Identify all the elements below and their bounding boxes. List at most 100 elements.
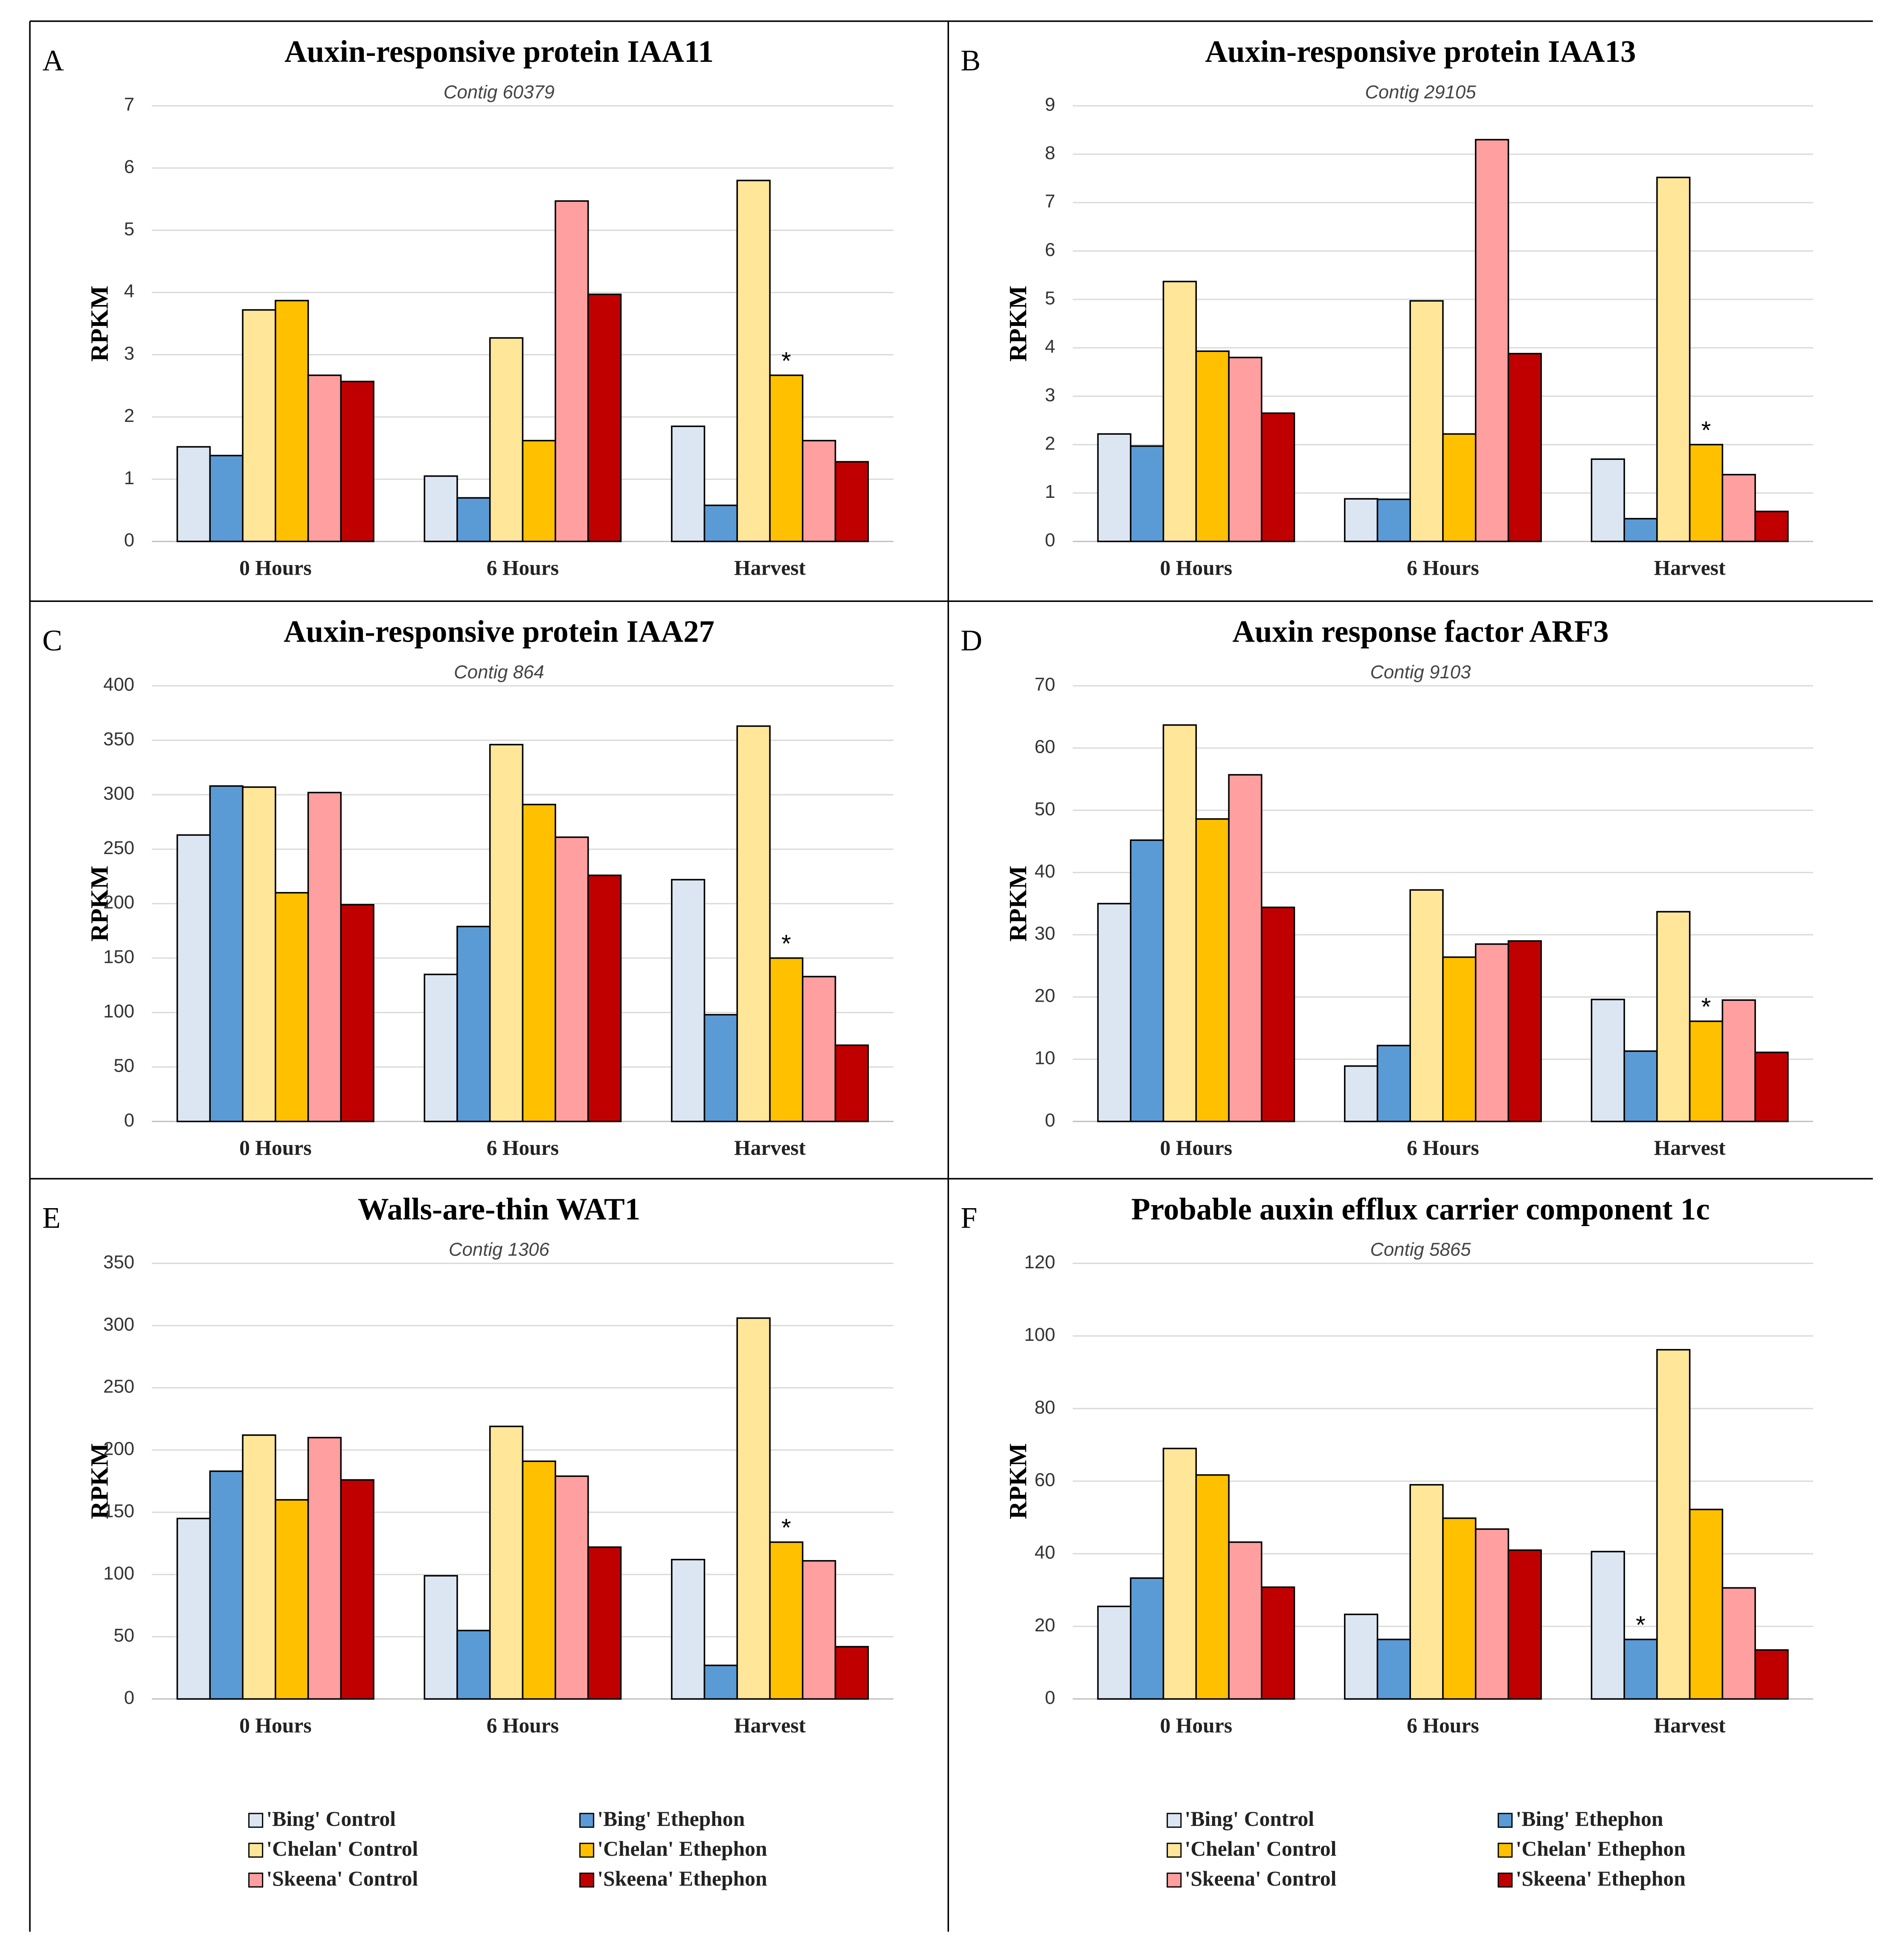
legend-label: 'Chelan' Control: [266, 1837, 418, 1860]
bar: [1656, 1349, 1691, 1700]
y-tick-label: 8: [1045, 142, 1055, 163]
bar: [340, 1479, 374, 1700]
y-tick-label: 2: [1045, 433, 1055, 454]
bar: [1656, 177, 1691, 542]
chart-title: Probable auxin efflux carrier component …: [1131, 1192, 1710, 1226]
chart-panel: F Probable auxin efflux carrier component…: [961, 1192, 1813, 1890]
bar: [1754, 1649, 1789, 1700]
y-tick-label: 6: [124, 156, 134, 177]
bar: [1591, 999, 1625, 1122]
bar: [1376, 1045, 1411, 1122]
x-tick-label: 0 Hours: [239, 1714, 311, 1737]
bar: [1591, 1551, 1625, 1700]
bar: [1591, 458, 1625, 542]
y-tick-label: 250: [103, 837, 134, 858]
legend-swatch: [248, 1872, 264, 1888]
x-tick-label: 6 Hours: [1407, 1136, 1479, 1160]
legend-label: 'Chelan' Control: [1185, 1837, 1337, 1860]
bar: [1376, 498, 1411, 542]
bar: [703, 1014, 738, 1122]
bar: [834, 1044, 869, 1122]
y-tick-label: 350: [103, 729, 134, 750]
bar: [1721, 1587, 1756, 1700]
bar: [769, 1541, 804, 1700]
legend-swatch: [579, 1813, 595, 1828]
panel-letter: D: [961, 624, 982, 657]
chart-subtitle: Contig 60379: [444, 81, 554, 102]
bar: [176, 1517, 211, 1700]
y-tick-label: 100: [103, 1563, 134, 1584]
bar: [1623, 1050, 1658, 1122]
chart-title: Auxin response factor ARF3: [1232, 614, 1609, 649]
bar: [1097, 903, 1132, 1122]
bar: [489, 1425, 524, 1700]
bar: [834, 461, 869, 542]
x-tick-label: 0 Hours: [239, 1136, 311, 1160]
legend-label: 'Chelan' Ethephon: [1516, 1837, 1686, 1860]
y-tick-label: 200: [103, 892, 134, 913]
bar: [1097, 433, 1132, 542]
bar: [1721, 999, 1756, 1122]
bar: [456, 497, 491, 542]
annotation: *: [781, 347, 791, 375]
bar: [275, 1499, 309, 1700]
y-tick-label: 60: [1034, 1470, 1055, 1491]
y-tick-label: 7: [124, 94, 134, 115]
bar: [1195, 1474, 1230, 1700]
chart-subtitle: Contig 9103: [1370, 662, 1471, 683]
y-tick-label: 4: [124, 281, 134, 302]
bar: [1507, 1549, 1542, 1700]
bar: [1162, 724, 1197, 1122]
bar: [1507, 940, 1542, 1122]
bar: [1507, 353, 1542, 542]
x-tick-label: Harvest: [734, 1714, 806, 1737]
y-tick-label: 2: [124, 405, 134, 426]
bar: [1344, 1065, 1379, 1122]
bar: [424, 974, 458, 1122]
bar: [1442, 1517, 1477, 1700]
y-tick-label: 7: [1045, 191, 1055, 212]
x-tick-label: 0 Hours: [1160, 556, 1232, 580]
legend-label: 'Chelan' Ethephon: [597, 1837, 767, 1860]
bar: [307, 374, 342, 542]
bar: [1097, 1605, 1132, 1700]
y-tick-label: 0: [124, 1687, 134, 1708]
bar: [489, 744, 524, 1122]
chart-panel: C Auxin-responsive protein IAA27 Contig 86…: [42, 614, 894, 1160]
bar: [275, 299, 309, 542]
legend-swatch: [1498, 1813, 1513, 1828]
bar: [1474, 943, 1509, 1122]
legend-label: 'Skeena' Control: [1185, 1867, 1337, 1890]
x-tick-label: Harvest: [734, 1136, 806, 1160]
bar: [554, 836, 589, 1122]
y-tick-label: 200: [103, 1439, 134, 1459]
bar: [1623, 1639, 1658, 1700]
x-tick-label: 0 Hours: [239, 556, 311, 580]
bar: [671, 879, 705, 1122]
bar: [456, 1630, 491, 1700]
x-tick-label: 0 Hours: [1160, 1714, 1232, 1737]
x-tick-label: 6 Hours: [487, 1136, 559, 1160]
bar: [1754, 511, 1789, 542]
bar: [1195, 818, 1230, 1122]
bar: [703, 504, 738, 542]
y-tick-label: 350: [103, 1252, 134, 1273]
legend-label: 'Bing' Ethephon: [597, 1807, 745, 1831]
bar: [209, 455, 244, 542]
chart-subtitle: Contig 5865: [1370, 1239, 1471, 1260]
bar: [522, 440, 556, 542]
x-tick-label: Harvest: [1654, 1714, 1726, 1737]
annotation: *: [1701, 993, 1711, 1021]
chart-panel: D Auxin response factor ARF3 Contig 9103 RP…: [961, 614, 1813, 1160]
legend-label: 'Bing' Control: [266, 1807, 396, 1831]
annotation: *: [781, 1514, 791, 1542]
y-tick-label: 150: [103, 1500, 134, 1521]
bar: [736, 725, 771, 1122]
legend-label: 'Skeena' Ethephon: [1516, 1867, 1686, 1890]
bar: [176, 446, 211, 542]
bar: [242, 309, 276, 542]
x-tick-label: Harvest: [1654, 556, 1726, 580]
y-tick-label: 80: [1034, 1397, 1055, 1418]
x-tick-label: Harvest: [734, 556, 806, 580]
